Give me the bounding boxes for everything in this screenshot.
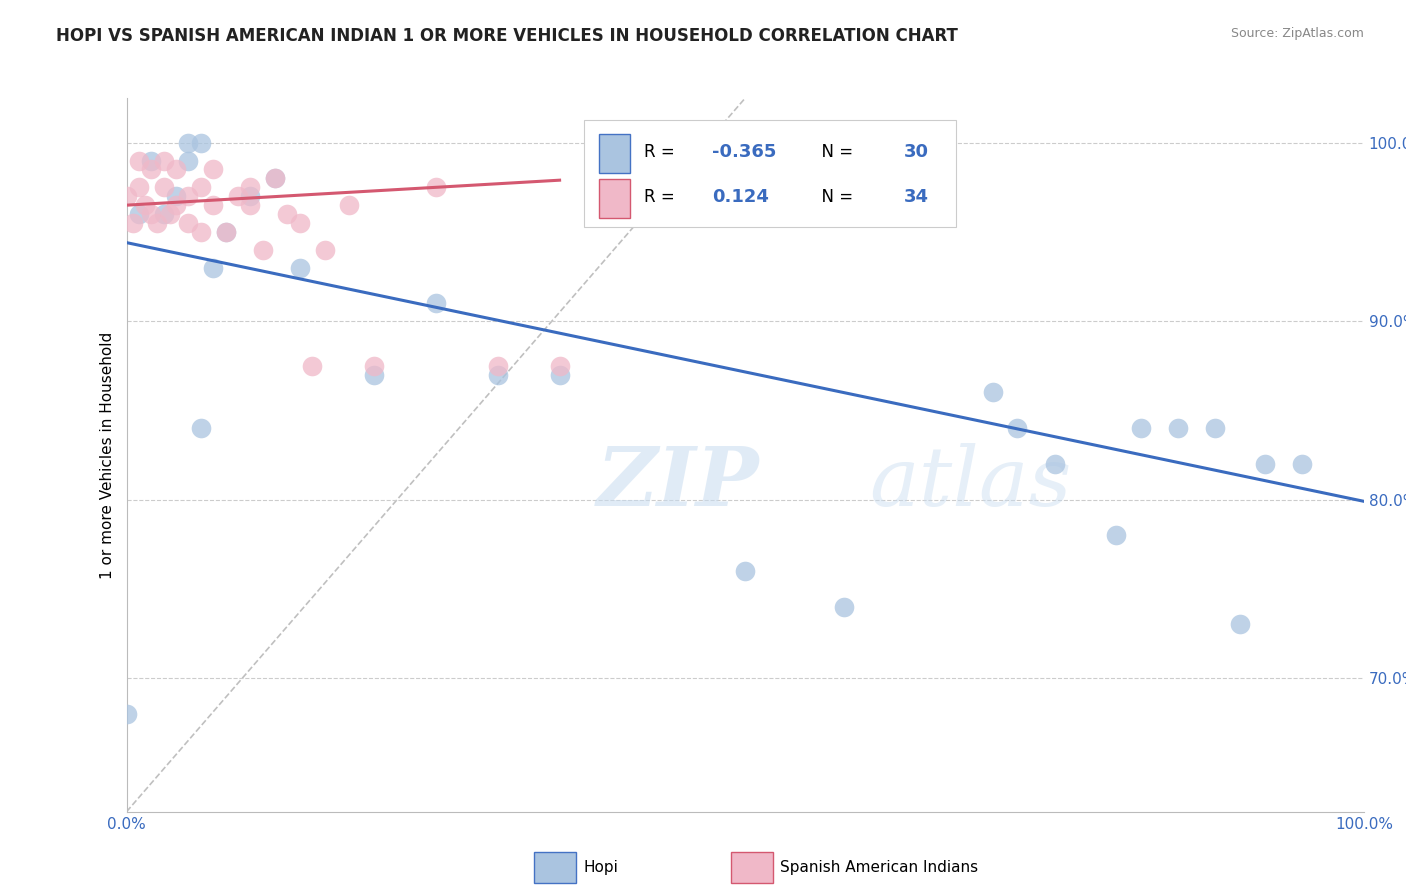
Point: [1229, 617, 1251, 632]
Point: [486, 359, 509, 373]
Point: [141, 153, 163, 168]
Point: [146, 216, 169, 230]
Bar: [599, 134, 630, 173]
Text: 0.124: 0.124: [711, 187, 769, 205]
Point: [239, 189, 262, 203]
Point: [1291, 457, 1313, 471]
Text: atlas: atlas: [869, 443, 1071, 524]
Y-axis label: 1 or more Vehicles in Household: 1 or more Vehicles in Household: [100, 331, 115, 579]
Point: [276, 207, 298, 221]
Text: N =: N =: [811, 143, 858, 161]
Point: [363, 368, 385, 382]
Point: [337, 198, 360, 212]
FancyBboxPatch shape: [585, 120, 956, 227]
Point: [239, 198, 262, 212]
Point: [1204, 421, 1226, 435]
Point: [141, 207, 163, 221]
Point: [548, 368, 571, 382]
Point: [152, 180, 174, 194]
Point: [425, 296, 447, 310]
Point: [177, 136, 200, 150]
Point: [226, 189, 249, 203]
Point: [548, 359, 571, 373]
Point: [152, 207, 174, 221]
Point: [177, 189, 200, 203]
Text: 34: 34: [904, 187, 928, 205]
Bar: [599, 178, 630, 218]
Point: [214, 225, 236, 239]
Point: [252, 243, 274, 257]
Point: [202, 198, 225, 212]
Point: [1130, 421, 1153, 435]
Point: [239, 180, 262, 194]
Point: [363, 359, 385, 373]
Point: [165, 189, 187, 203]
Point: [190, 180, 212, 194]
Point: [128, 180, 150, 194]
Point: [134, 198, 156, 212]
Point: [121, 216, 143, 230]
Text: 30: 30: [904, 143, 928, 161]
Point: [1167, 421, 1189, 435]
Point: [264, 171, 287, 186]
Point: [115, 706, 138, 721]
Text: Hopi: Hopi: [583, 860, 619, 874]
Point: [425, 180, 447, 194]
Point: [190, 421, 212, 435]
Point: [128, 153, 150, 168]
Point: [128, 207, 150, 221]
Text: Source: ZipAtlas.com: Source: ZipAtlas.com: [1230, 27, 1364, 40]
Point: [165, 198, 187, 212]
Point: [288, 260, 311, 275]
Text: -0.365: -0.365: [711, 143, 776, 161]
Point: [141, 162, 163, 177]
Point: [177, 216, 200, 230]
Text: R =: R =: [644, 143, 679, 161]
Point: [1105, 528, 1128, 542]
Point: [1043, 457, 1066, 471]
Text: HOPI VS SPANISH AMERICAN INDIAN 1 OR MORE VEHICLES IN HOUSEHOLD CORRELATION CHAR: HOPI VS SPANISH AMERICAN INDIAN 1 OR MOR…: [56, 27, 957, 45]
Point: [981, 385, 1004, 400]
Point: [314, 243, 336, 257]
Text: ZIP: ZIP: [596, 443, 759, 524]
Point: [486, 368, 509, 382]
Text: R =: R =: [644, 187, 679, 205]
Point: [1254, 457, 1277, 471]
Text: Spanish American Indians: Spanish American Indians: [780, 860, 979, 874]
Point: [190, 136, 212, 150]
Point: [202, 162, 225, 177]
Point: [177, 153, 200, 168]
Point: [264, 171, 287, 186]
Point: [1007, 421, 1029, 435]
Point: [190, 225, 212, 239]
Text: N =: N =: [811, 187, 858, 205]
Point: [202, 260, 225, 275]
Point: [301, 359, 323, 373]
Point: [165, 162, 187, 177]
Point: [159, 207, 181, 221]
Point: [152, 153, 174, 168]
Point: [214, 225, 236, 239]
Point: [734, 564, 756, 578]
Point: [288, 216, 311, 230]
Point: [832, 599, 855, 614]
Point: [115, 189, 138, 203]
